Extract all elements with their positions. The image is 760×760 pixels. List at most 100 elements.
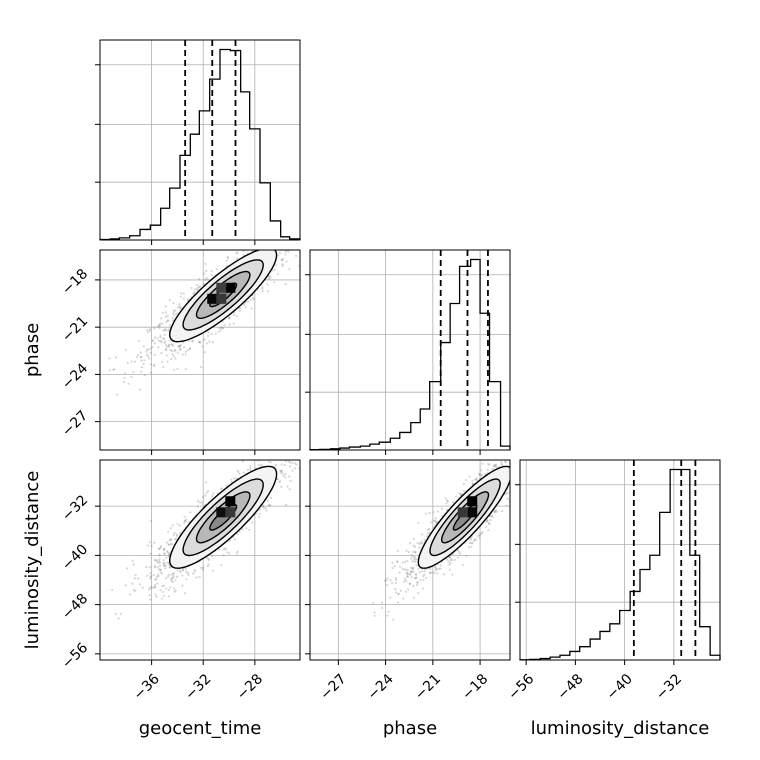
sample-point [470,545,473,548]
sample-point [429,571,432,574]
sample-point [111,588,114,592]
sample-point [162,547,166,551]
sample-point [168,565,172,568]
sample-point [280,463,283,466]
sample-point [210,270,213,273]
sample-point [414,572,418,576]
sample-point [165,349,168,352]
sample-point [236,251,239,254]
sample-point [500,460,503,464]
sample-point [500,463,503,466]
sample-point [473,538,476,541]
sample-point [403,577,406,580]
sample-point [261,505,264,508]
sample-point [129,593,132,596]
sample-point [163,328,166,332]
sample-point [389,596,392,599]
sample-point [157,547,161,550]
sample-point [145,328,149,332]
sample-point [173,590,176,593]
sample-point [295,223,297,225]
panel-content [108,223,300,396]
sample-point [453,558,456,562]
sample-point [510,472,512,474]
sample-point [163,564,166,567]
sample-point [160,317,163,320]
sample-point [205,556,208,559]
sample-point [392,618,395,621]
sample-point [165,329,168,332]
sample-point [179,307,183,310]
sample-point [423,573,426,576]
sample-point [437,567,440,570]
sample-point [158,553,161,556]
y-tick-label-phase: −21 [59,313,91,345]
sample-point [236,533,239,536]
sample-point [436,572,439,575]
sample-point [449,558,452,562]
x-tick-label-luminosity-distance: −48 [554,671,586,703]
sample-point [151,339,154,343]
sample-point [242,254,245,257]
sample-point [288,240,290,242]
sample-point [471,482,474,485]
sample-point [170,579,173,583]
sample-point [151,339,154,342]
sample-point [211,554,214,558]
sample-point [153,364,156,367]
sample-point [179,348,182,351]
sample-point [185,518,188,521]
sample-point [113,368,116,371]
sample-point [410,557,413,560]
scatter-panel-geocent-time-vs-phase: −27−24−21−18 [59,223,301,455]
sample-point [435,567,438,571]
sample-point [158,339,161,343]
sample-point [167,344,170,347]
sample-point [159,336,162,339]
sample-point [156,337,159,340]
sample-point [158,558,161,561]
sample-point [260,245,262,247]
sample-point [413,545,417,548]
sample-point [515,489,517,491]
sample-point [481,531,484,534]
sample-point [220,487,223,490]
sample-point [191,340,194,343]
sample-point [421,587,425,590]
sample-point [445,508,449,511]
sample-point [165,354,168,357]
sample-point [153,342,156,345]
sample-point [123,372,127,375]
sample-point [198,575,201,579]
sample-point [261,287,264,290]
sample-point [459,492,463,495]
sample-point [167,573,170,576]
sample-point [476,534,479,537]
sample-point [411,567,414,571]
sample-point [228,323,231,326]
sample-point [222,554,225,557]
x-tick-label-phase: −21 [412,671,444,703]
sample-point [486,468,489,471]
sample-point [204,494,207,497]
sample-point [495,466,498,469]
sample-point [238,530,241,533]
sample-point [491,467,494,471]
sample-point [485,525,488,528]
sample-point [153,353,156,356]
sample-point [157,346,160,349]
sample-point [302,485,304,487]
sample-point [228,316,231,319]
histogram-geocent-time [99,48,301,241]
sample-point [162,594,166,597]
sample-point [186,571,189,575]
sample-point [287,460,290,463]
sample-point [228,552,231,555]
sample-point [399,589,402,592]
sample-point [140,359,143,362]
sample-point [446,499,449,502]
histogram-panel-luminosity-distance: −56 −48 −40 −32 [505,459,721,703]
sample-point [427,532,430,535]
sample-point [166,561,169,564]
sample-point [135,356,138,359]
